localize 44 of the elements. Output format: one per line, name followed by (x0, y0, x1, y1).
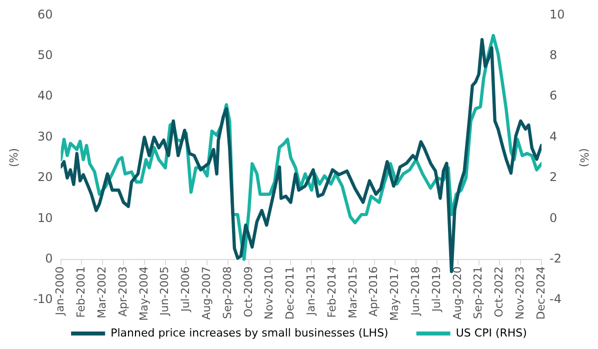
x-tick-label: Jan-2013 (304, 266, 318, 316)
x-tick-label: Feb-2001 (74, 266, 88, 318)
y-tick-label: 10 (38, 210, 53, 225)
x-tick-label: Dec-2024 (534, 266, 548, 320)
x-tick-label: May-2017 (388, 266, 402, 321)
x-tick-label: Jul-2019 (430, 266, 443, 313)
y2-tick-label: 2 (550, 170, 558, 184)
y-tick-label: 30 (38, 129, 53, 144)
legend-label: US CPI (RHS) (456, 326, 527, 340)
y2-tick-label: 8 (550, 48, 558, 62)
x-tick-label: Sep-2008 (220, 266, 234, 320)
x-tick-label: Apr-2016 (367, 266, 380, 317)
x-tick-label: Aug-2007 (200, 266, 213, 320)
x-tick-label: Nov-2023 (513, 266, 526, 320)
y2-tick-label: 0 (550, 210, 558, 225)
x-tick-label: Mar-2002 (95, 266, 108, 318)
y-tick-label: 60 (38, 7, 53, 22)
x-tick-label: Jan-2000 (54, 266, 67, 316)
y2-tick-label: -4 (550, 292, 562, 306)
y-axis-title: (%) (7, 148, 20, 168)
y2-axis-title: (%) (578, 148, 591, 168)
x-tick-label: Mar-2015 (346, 266, 360, 318)
x-tick-label: Sep-2021 (472, 266, 485, 320)
x-tick-label: Jun-2005 (158, 266, 172, 316)
x-tick-label: Apr-2003 (116, 266, 130, 317)
x-tick-label: May-2004 (137, 266, 150, 321)
y2-tick-label: 10 (550, 7, 565, 22)
y-tick-label: 0 (45, 251, 53, 266)
y2-tick-label: 4 (550, 129, 558, 144)
x-tick-label: Jun-2018 (408, 266, 422, 316)
x-tick-label: Nov-2010 (262, 266, 276, 320)
x-tick-label: Feb-2014 (325, 266, 338, 318)
x-tick-label: Jul-2006 (179, 266, 192, 313)
x-tick-label: Oct-2022 (492, 266, 506, 318)
x-tick-label: Oct-2009 (242, 266, 255, 318)
y-tick-label: 50 (38, 48, 53, 62)
legend-label: Planned price increases by small businesses (LHS) (110, 326, 388, 340)
y2-tick-label: -2 (550, 251, 562, 266)
x-tick-label: Dec-2011 (284, 266, 297, 320)
y-tick-label: 40 (38, 88, 53, 103)
y-tick-label: 20 (38, 170, 53, 184)
y2-tick-label: 6 (550, 88, 558, 103)
x-tick-label: Aug-2020 (450, 266, 464, 320)
y-tick-label: -10 (33, 292, 53, 306)
